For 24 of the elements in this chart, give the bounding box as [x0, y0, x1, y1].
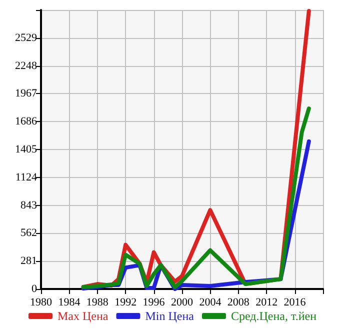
y-tick-label: 1124: [15, 171, 38, 184]
x-tick-label: 1988: [86, 296, 109, 308]
x-tick-label: 1984: [58, 296, 81, 308]
x-tick-label: 2012: [256, 296, 278, 308]
y-tick-label: 843: [20, 199, 38, 212]
y-tick-label: 0: [32, 283, 38, 295]
x-tick-label: 2000: [171, 296, 194, 308]
x-tick-label: 1996: [142, 296, 166, 308]
legend-label: Max Цена: [57, 309, 109, 323]
legend-label: Сред.Цена, т.йен: [230, 309, 318, 323]
x-tick-label: 2004: [199, 296, 222, 308]
y-tick-label: 2529: [15, 32, 38, 44]
x-tick-label: 1992: [114, 296, 137, 308]
y-tick-label: 2248: [15, 60, 38, 72]
x-tick-label: 2016: [284, 296, 306, 308]
line-series: [81, 106, 311, 290]
y-tick-label: 281: [20, 255, 37, 268]
x-tick-label: 1980: [30, 296, 52, 308]
y-tick-label: 562: [20, 227, 37, 240]
legend-label: Min Цена: [145, 309, 195, 323]
x-tick-label: 2008: [227, 296, 250, 308]
y-tick-label: 1967: [15, 88, 38, 100]
y-tick-label: 1405: [15, 144, 38, 156]
y-tick-label: 1686: [15, 116, 38, 128]
